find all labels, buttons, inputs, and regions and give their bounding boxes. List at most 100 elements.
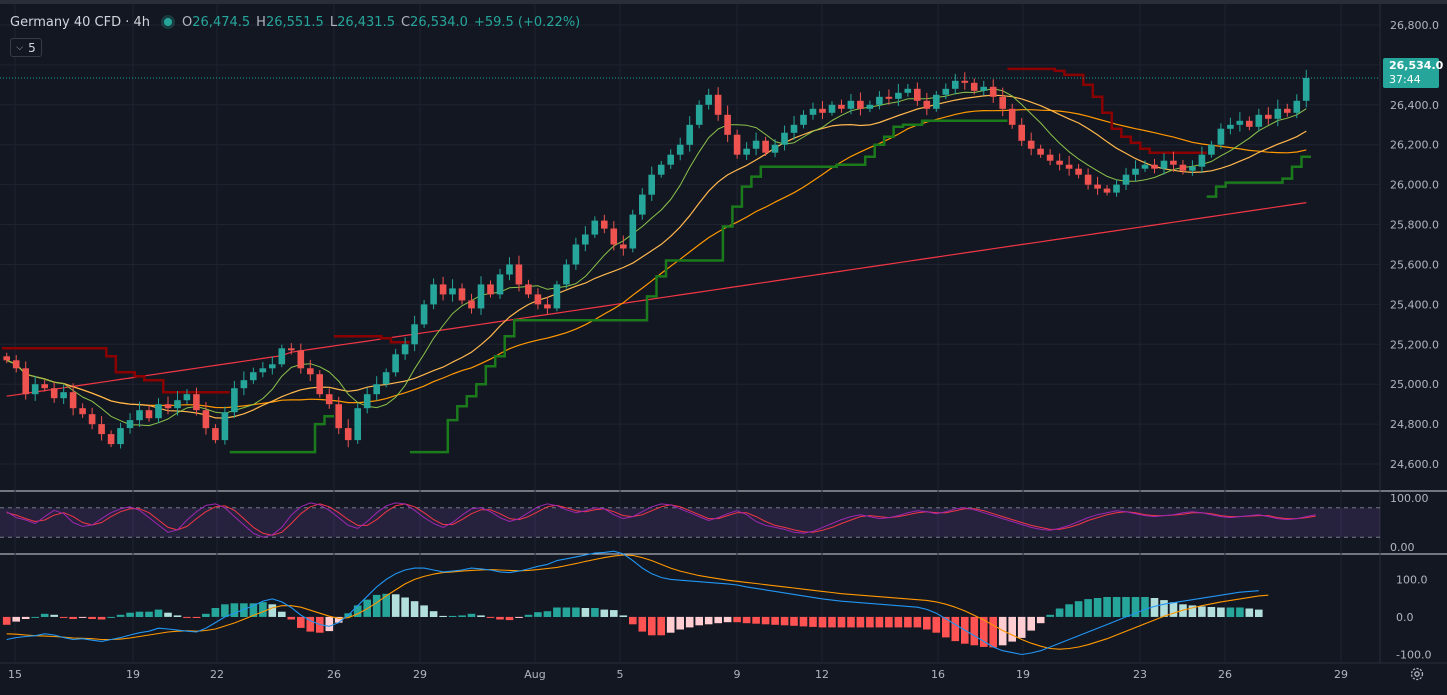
time-axis-tick: 26 — [327, 668, 341, 681]
histogram-bar — [866, 616, 874, 628]
candle-body — [525, 284, 532, 295]
histogram-bar — [1160, 600, 1168, 617]
histogram-bar — [1027, 616, 1035, 631]
candle-body — [155, 404, 162, 419]
histogram-bar — [685, 616, 694, 628]
histogram-bar — [467, 613, 476, 617]
histogram-bar — [78, 616, 87, 618]
histogram-bar — [458, 615, 466, 617]
histogram-bar — [268, 604, 277, 617]
oscillator-axis-tick: 100.00 — [1390, 492, 1429, 505]
momentum-axis-tick: -100.0 — [1396, 648, 1431, 661]
candle-body — [60, 392, 67, 399]
histogram-bar — [932, 616, 941, 633]
candle-body — [743, 148, 750, 155]
time-axis-tick: 12 — [815, 668, 829, 681]
histogram-bar — [581, 608, 590, 617]
histogram-bar — [742, 616, 751, 624]
histogram-bar — [761, 616, 770, 625]
symbol-title[interactable]: Germany 40 CFD · 4h — [10, 14, 151, 30]
candle-body — [695, 104, 703, 125]
candle-body — [411, 324, 418, 345]
histogram-bar — [666, 616, 675, 633]
histogram-bar — [1226, 607, 1235, 617]
histogram-bar — [135, 611, 144, 617]
indicators-toggle-button[interactable]: ⌵ 5 — [10, 38, 42, 57]
candle-body — [1236, 120, 1244, 125]
candle-body — [193, 394, 200, 411]
candle-body — [373, 384, 380, 395]
momentum-axis-tick: 100.0 — [1396, 573, 1428, 586]
candle-body — [269, 364, 276, 369]
chevron-down-icon: ⌵ — [16, 42, 24, 53]
histogram-bar — [145, 611, 153, 617]
close-label: C — [400, 14, 411, 30]
histogram-bar — [875, 616, 884, 628]
candle-body — [325, 394, 333, 405]
candle-body — [914, 88, 921, 101]
trailing-stop-up — [229, 414, 334, 454]
candle-body — [496, 274, 504, 295]
histogram-bar — [1141, 597, 1149, 617]
candle-body — [420, 304, 428, 325]
price-axis-tick: 25,800.0 — [1390, 219, 1439, 232]
candle-body — [1208, 144, 1215, 155]
histogram-bar — [1093, 598, 1102, 617]
histogram-bar — [410, 601, 419, 617]
candle-body — [354, 408, 361, 441]
candle-body — [1170, 160, 1177, 165]
time-axis-tick: 5 — [617, 668, 624, 681]
candle-body — [933, 94, 940, 109]
candle-body — [487, 284, 494, 295]
histogram-bar — [259, 602, 267, 617]
candle-body — [202, 410, 210, 429]
candle-body — [657, 164, 665, 175]
moving-average-fast-line — [6, 88, 1307, 427]
histogram-bar — [21, 616, 30, 619]
histogram-bar — [211, 608, 220, 617]
price-axis-tick: 26,200.0 — [1390, 139, 1439, 152]
gear-icon[interactable] — [1409, 666, 1425, 682]
candle-body — [1151, 164, 1158, 169]
candle-body — [212, 428, 219, 441]
last-price-tag: 26,534.0 37:44 — [1383, 58, 1444, 88]
histogram-bar — [240, 603, 248, 617]
symbol-legend: Germany 40 CFD · 4h O 26,474.5 H 26,551.… — [10, 13, 580, 31]
last-price-value: 26,534.0 — [1389, 59, 1444, 72]
candle-body — [582, 234, 589, 245]
price-axis-tick: 25,000.0 — [1390, 378, 1439, 391]
histogram-bar — [572, 607, 580, 617]
candle-body — [259, 368, 267, 373]
time-axis-tick: 19 — [1016, 668, 1030, 681]
candle-body — [970, 82, 978, 91]
histogram-bar — [714, 616, 722, 624]
histogram-bar — [619, 615, 628, 617]
candle-body — [1179, 164, 1187, 171]
candle-body — [449, 288, 456, 295]
histogram-bar — [1122, 597, 1130, 617]
candle-body — [316, 374, 323, 395]
histogram-bar — [543, 611, 552, 617]
candle-body — [676, 144, 684, 155]
histogram-bar — [1245, 608, 1254, 617]
close-value: 26,534.0 — [410, 14, 468, 30]
candle-body — [819, 108, 826, 113]
histogram-bar — [847, 616, 855, 628]
histogram-bar — [980, 616, 988, 647]
candle-body — [392, 354, 399, 373]
histogram-bar — [1131, 597, 1140, 617]
histogram-bar — [534, 612, 542, 617]
candle-body — [183, 394, 191, 401]
candle-body — [544, 304, 551, 309]
candle-body — [686, 124, 693, 145]
histogram-bar — [287, 616, 296, 620]
candle-body — [828, 104, 836, 113]
histogram-bar — [515, 616, 523, 618]
histogram-bar — [913, 616, 922, 628]
time-axis-tick: Aug — [524, 668, 545, 681]
candle-body — [231, 388, 238, 413]
open-value: 26,474.5 — [192, 14, 251, 30]
candle-body — [12, 360, 20, 369]
